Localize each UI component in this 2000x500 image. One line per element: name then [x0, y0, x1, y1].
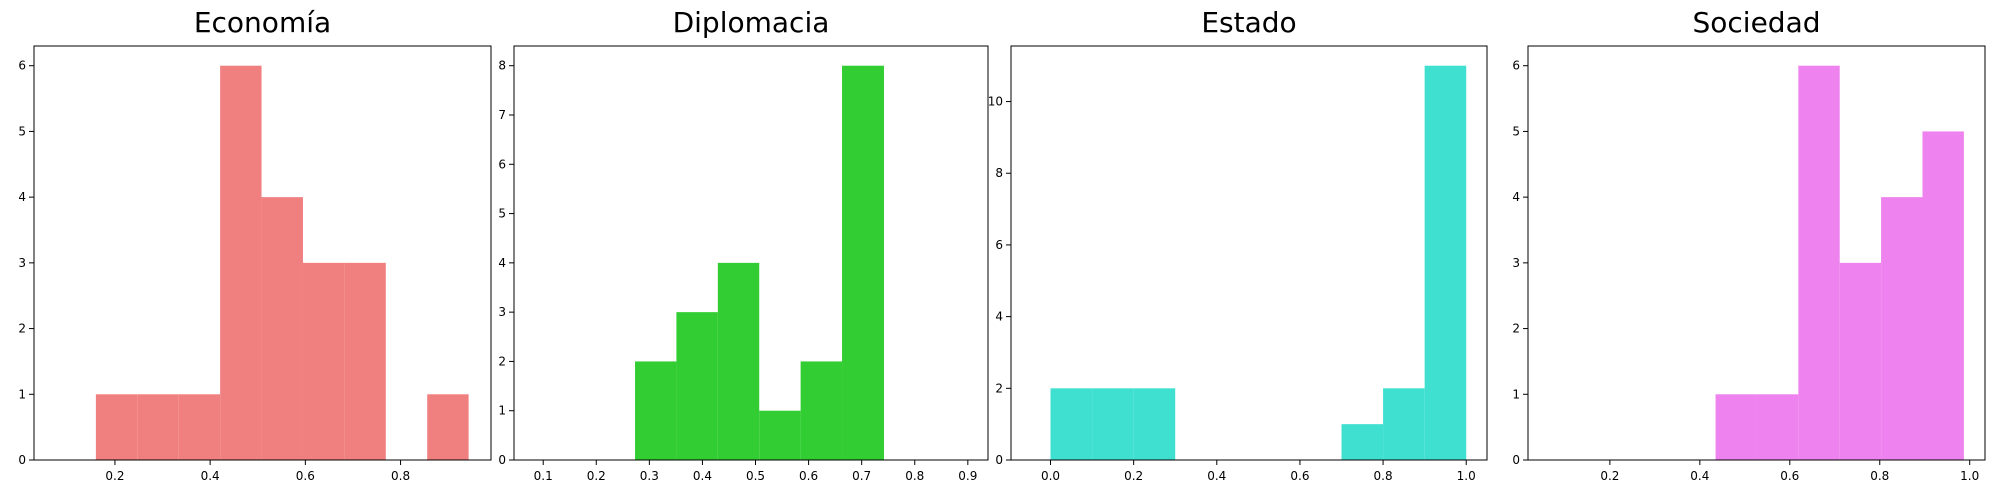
- x-tick-label: 0.4: [1690, 469, 1709, 483]
- bar: [1383, 388, 1425, 460]
- y-tick-label: 6: [1512, 59, 1520, 73]
- chart-title: Diplomacia: [673, 6, 830, 39]
- x-tick-label: 0.8: [1870, 469, 1889, 483]
- y-tick-label: 4: [995, 310, 1003, 324]
- bar: [1922, 131, 1964, 460]
- chart-title: Sociedad: [1692, 6, 1820, 39]
- bar: [220, 65, 262, 460]
- x-tick-label: 0.2: [1600, 469, 1619, 483]
- y-tick-label: 6: [18, 59, 26, 73]
- x-tick-label: 0.8: [391, 469, 410, 483]
- bar: [344, 262, 386, 460]
- bar: [137, 394, 179, 460]
- bar: [1424, 65, 1467, 460]
- x-tick-label: 0.2: [105, 469, 124, 483]
- bar: [676, 312, 718, 460]
- axes-frame: [33, 45, 492, 461]
- x-tick-label: 0.4: [1207, 469, 1226, 483]
- x-tick-label: 0.6: [296, 469, 315, 483]
- x-tick-label: 0.4: [201, 469, 220, 483]
- y-tick-label: 5: [1512, 124, 1520, 138]
- y-tick-label: 0: [1512, 453, 1520, 467]
- y-tick-label: 2: [1512, 322, 1520, 336]
- bar: [1756, 394, 1799, 460]
- y-tick-label: 1: [1512, 387, 1520, 401]
- y-tick-label: 4: [498, 256, 506, 270]
- y-tick-label: 4: [18, 190, 26, 204]
- y-tick-label: 3: [18, 256, 26, 270]
- y-tick-label: 6: [995, 238, 1003, 252]
- bar: [635, 361, 677, 460]
- y-tick-label: 2: [18, 322, 26, 336]
- x-tick-label: 0.3: [640, 469, 659, 483]
- bar: [1798, 65, 1840, 460]
- y-tick-label: 3: [1512, 256, 1520, 270]
- bar: [1092, 388, 1134, 460]
- bar: [261, 197, 303, 460]
- bar: [178, 394, 221, 460]
- x-tick-label: 1.0: [1960, 469, 1979, 483]
- x-tick-label: 0.6: [1290, 469, 1309, 483]
- y-tick-label: 5: [18, 124, 26, 138]
- axes-frame: [1010, 45, 1488, 461]
- y-tick-label: 10: [988, 95, 1003, 109]
- bar: [1715, 394, 1757, 460]
- y-tick-label: 8: [498, 59, 506, 73]
- bar: [95, 394, 138, 460]
- bar: [302, 262, 345, 460]
- bar: [759, 410, 801, 460]
- x-tick-label: 0.6: [1780, 469, 1799, 483]
- y-tick-label: 0: [498, 453, 506, 467]
- y-tick-label: 2: [995, 381, 1003, 395]
- x-tick-label: 0.6: [799, 469, 818, 483]
- y-tick-label: 0: [995, 453, 1003, 467]
- x-tick-label: 1.0: [1457, 469, 1476, 483]
- x-tick-label: 0.1: [534, 469, 553, 483]
- chart-title: Economía: [194, 6, 331, 39]
- chart-title: Estado: [1201, 6, 1296, 39]
- x-tick-label: 0.8: [905, 469, 924, 483]
- bar: [427, 394, 469, 460]
- bar: [1839, 262, 1882, 460]
- x-tick-label: 0.9: [958, 469, 977, 483]
- bar: [717, 262, 760, 460]
- x-tick-label: 0.2: [1124, 469, 1143, 483]
- y-tick-label: 2: [498, 354, 506, 368]
- y-tick-label: 5: [498, 207, 506, 221]
- x-tick-label: 0.7: [852, 469, 871, 483]
- bar: [842, 65, 884, 460]
- y-tick-label: 7: [498, 108, 506, 122]
- y-tick-label: 3: [498, 305, 506, 319]
- bar: [1881, 197, 1923, 460]
- y-tick-label: 1: [498, 404, 506, 418]
- axes-frame: [513, 45, 989, 461]
- y-tick-label: 4: [1512, 190, 1520, 204]
- x-tick-label: 0.0: [1041, 469, 1060, 483]
- x-tick-label: 0.5: [746, 469, 765, 483]
- bar: [1341, 424, 1384, 460]
- bar: [1050, 388, 1093, 460]
- x-tick-label: 0.8: [1374, 469, 1393, 483]
- x-tick-label: 0.2: [587, 469, 606, 483]
- y-tick-label: 1: [18, 387, 26, 401]
- axes-frame: [1527, 45, 1986, 461]
- bar: [1133, 388, 1176, 460]
- x-tick-label: 0.4: [693, 469, 712, 483]
- y-tick-label: 6: [498, 157, 506, 171]
- y-tick-label: 8: [995, 166, 1003, 180]
- y-tick-label: 0: [18, 453, 26, 467]
- bar: [800, 361, 843, 460]
